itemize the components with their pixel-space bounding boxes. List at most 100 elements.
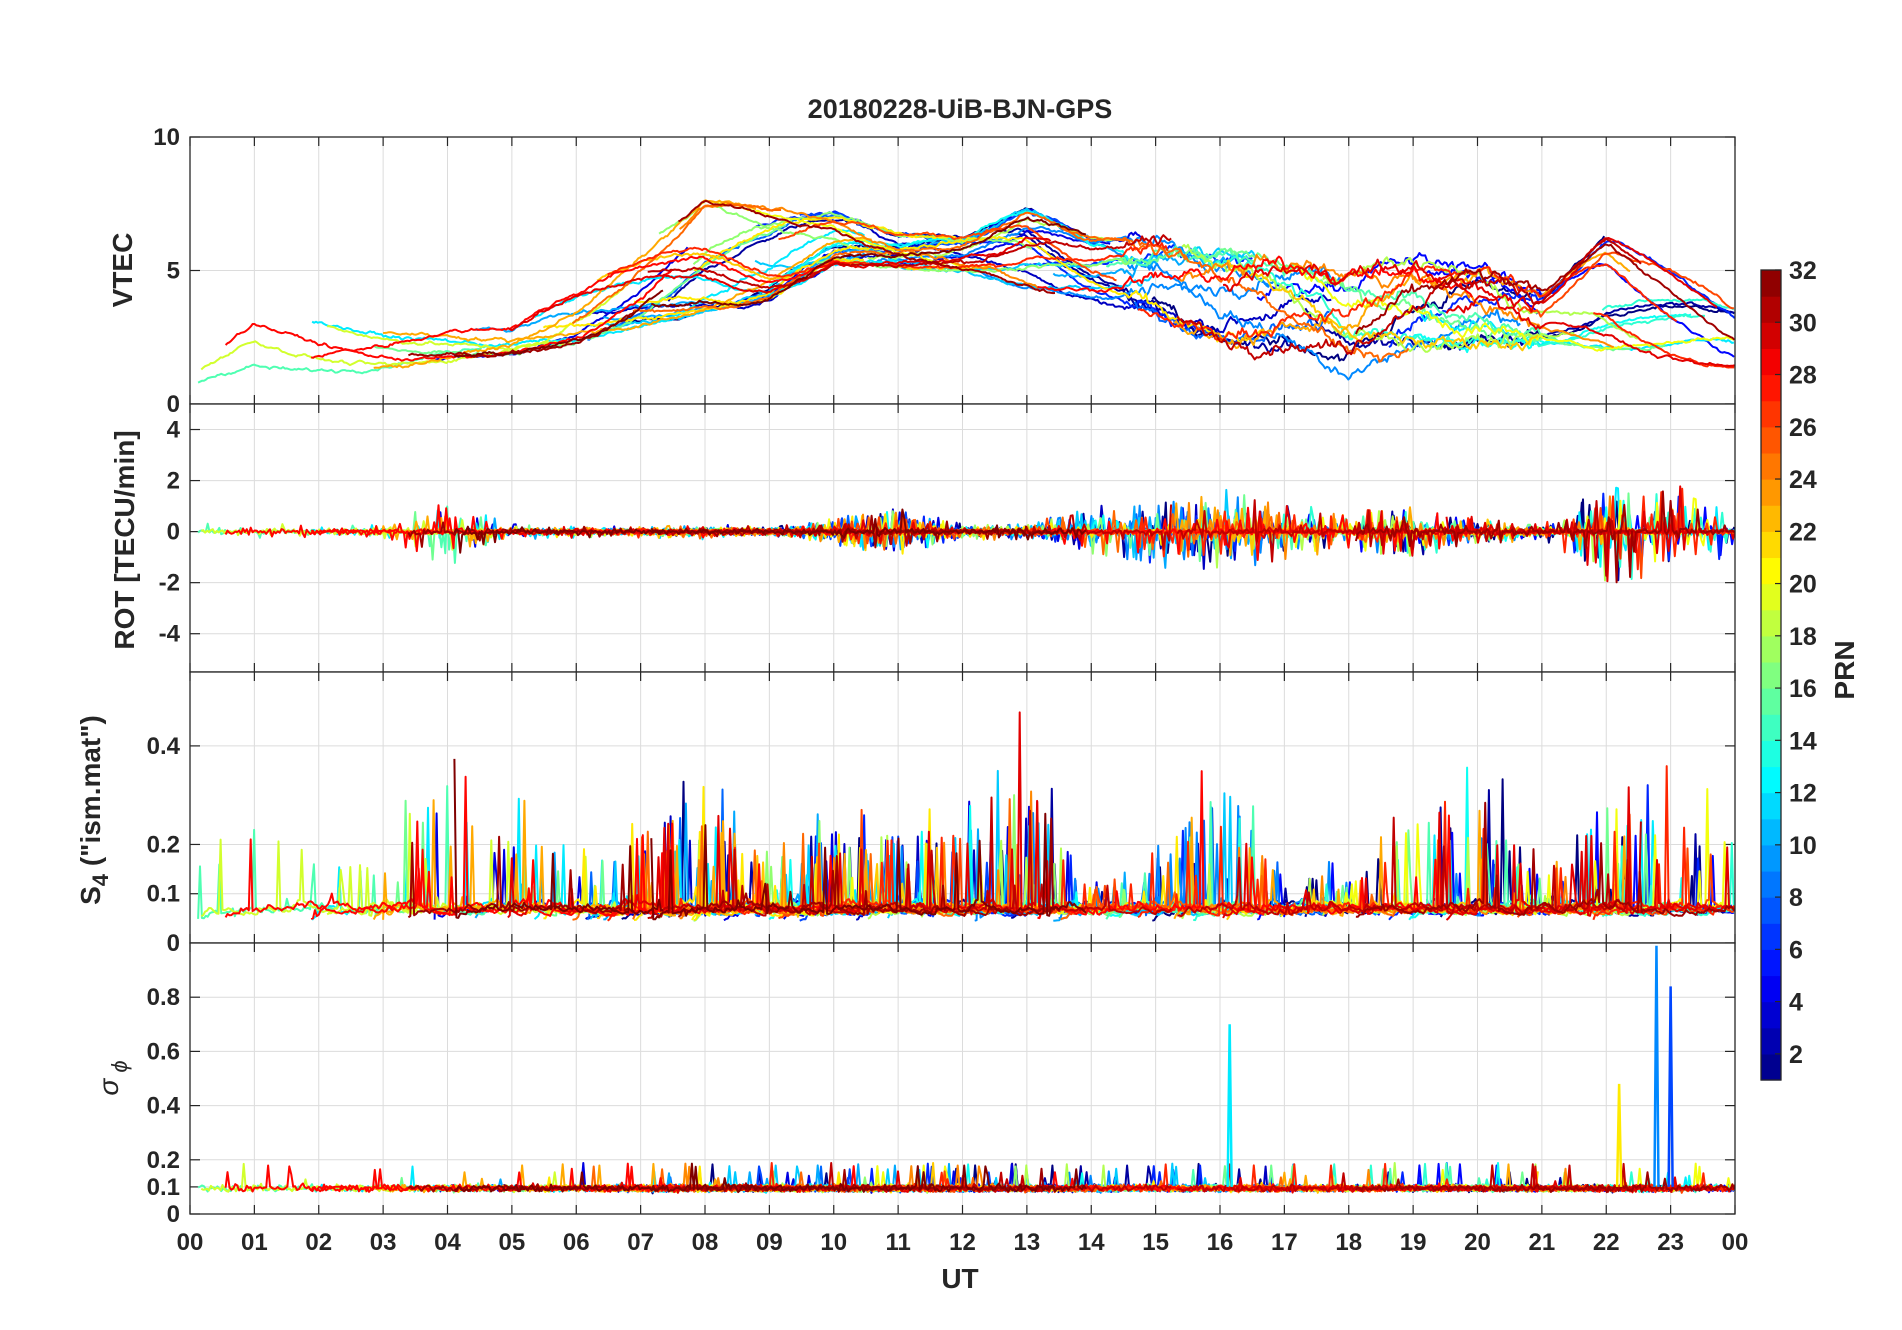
colorbar-segment (1761, 1001, 1781, 1029)
x-tick-label: 08 (692, 1229, 719, 1256)
prn-trace (453, 758, 664, 919)
x-tick-label: 02 (305, 1229, 332, 1256)
y-tick-label: 0 (167, 519, 180, 546)
x-tick-label: 17 (1271, 1229, 1298, 1256)
prn-trace (1355, 801, 1735, 918)
colorbar-segment (1761, 688, 1781, 715)
traces (197, 485, 1735, 584)
x-tick-label: 16 (1207, 1229, 1234, 1256)
y-tick-label: 2 (167, 468, 180, 495)
prn-trace (651, 216, 1087, 308)
prn-trace (1177, 816, 1642, 918)
prn-trace (454, 289, 664, 358)
prn-trace (453, 525, 664, 554)
colorbar-segment (1761, 949, 1781, 977)
y-tick-label: 4 (167, 417, 181, 444)
x-tick-label: 18 (1335, 1229, 1362, 1256)
colorbar-tick-label: 16 (1789, 675, 1817, 703)
colorbar-segment (1761, 452, 1781, 480)
sigma-phi-spike (1667, 986, 1674, 1187)
prn-trace (310, 255, 857, 359)
prn-trace (778, 220, 1117, 282)
prn-trace (1176, 237, 1642, 361)
colorbar-segment (1761, 1053, 1781, 1081)
colorbar-label: PRN (1829, 640, 1860, 699)
colorbar-segment (1761, 714, 1781, 741)
colorbar-segment (1761, 296, 1781, 323)
colorbar-segment (1761, 766, 1781, 794)
panel-rot: -4 -2 0 2 4 ROT [TECU/min] (109, 403, 1736, 673)
prn-trace (1354, 490, 1735, 584)
y-tick-label: 0.8 (147, 984, 180, 1011)
prn-trace (571, 202, 782, 325)
y-tick-label: 0.1 (147, 881, 180, 908)
prn-trace (647, 796, 1172, 920)
colorbar-tick-label: 32 (1789, 257, 1817, 285)
colorbar-segment (1761, 400, 1781, 428)
colorbar-segment (1761, 661, 1781, 689)
x-tick-label: 14 (1078, 1229, 1105, 1256)
y-tick-label: 0 (167, 391, 180, 418)
colorbar-segment (1761, 818, 1781, 846)
colorbar-tick-label: 8 (1789, 884, 1803, 912)
prn-trace (507, 236, 1052, 332)
y-axis-label-rot: ROT [TECU/min] (109, 430, 140, 649)
chart-title: 20180228-UiB-BJN-GPS (808, 94, 1113, 124)
x-tick-label: 00 (177, 1229, 204, 1256)
colorbar-tick-label: 22 (1789, 518, 1817, 546)
colorbar-tick-label: 14 (1789, 727, 1817, 755)
x-tick-label: 12 (949, 1229, 976, 1256)
colorbar-tick-label: 20 (1789, 571, 1817, 599)
sigma-phi-spike (1615, 1083, 1623, 1187)
prn-trace (677, 817, 1056, 918)
x-tick-label: 06 (563, 1229, 590, 1256)
prn-trace (585, 249, 921, 316)
x-tick-label: 15 (1142, 1229, 1169, 1256)
prn-trace (197, 345, 489, 384)
colorbar-segment (1761, 975, 1781, 1003)
prn-trace (1060, 227, 1410, 363)
colorbar-segment (1761, 583, 1781, 611)
colorbar-tick-label: 30 (1789, 309, 1817, 337)
x-tick-label: 22 (1593, 1229, 1620, 1256)
prn-trace (677, 199, 1056, 295)
prn-trace (1137, 263, 1678, 342)
y-tick-label: -4 (159, 621, 181, 648)
x-tick-label: 01 (241, 1229, 268, 1256)
x-tick-label: 23 (1657, 1229, 1684, 1256)
x-tick-label: 20 (1464, 1229, 1491, 1256)
prn-trace (632, 211, 1187, 313)
sigma-phi-spike (1226, 1024, 1233, 1187)
prn-trace (373, 199, 757, 369)
prn-trace (650, 1162, 1087, 1194)
colorbar-segment (1761, 740, 1781, 768)
prn-trace (1192, 246, 1706, 349)
y-tick-label: 10 (153, 124, 180, 151)
y-axis-label-s4: S4 ("ism.mat") (75, 715, 113, 905)
x-tick-label: 19 (1400, 1229, 1427, 1256)
x-tick-label: 03 (370, 1229, 397, 1256)
y-tick-label: 5 (167, 258, 180, 285)
xaxis-label: UT (941, 1263, 978, 1294)
prn-trace (383, 236, 872, 344)
colorbar-segment (1761, 426, 1781, 454)
x-tick-label: 11 (885, 1229, 910, 1256)
prn-trace (224, 269, 673, 362)
prn-trace (1181, 243, 1575, 353)
prn-trace (327, 325, 571, 351)
colorbar-tick-label: 2 (1789, 1041, 1803, 1069)
colorbar-segment (1761, 348, 1781, 376)
y-tick-label: 0.2 (147, 831, 180, 858)
prn-trace (1593, 312, 1735, 369)
y-tick-label: 0.4 (147, 1093, 181, 1120)
prn-trace (1222, 258, 1735, 367)
panel-vtec: 0 5 10 VTEC (107, 124, 1736, 418)
x-tick-label: 21 (1529, 1229, 1556, 1256)
colorbar-segment (1761, 609, 1781, 637)
colorbar-frame (1760, 269, 1782, 1081)
traces (197, 711, 1735, 922)
prn-trace (1279, 264, 1735, 352)
y-axis-label-vtec: VTEC (107, 233, 138, 308)
